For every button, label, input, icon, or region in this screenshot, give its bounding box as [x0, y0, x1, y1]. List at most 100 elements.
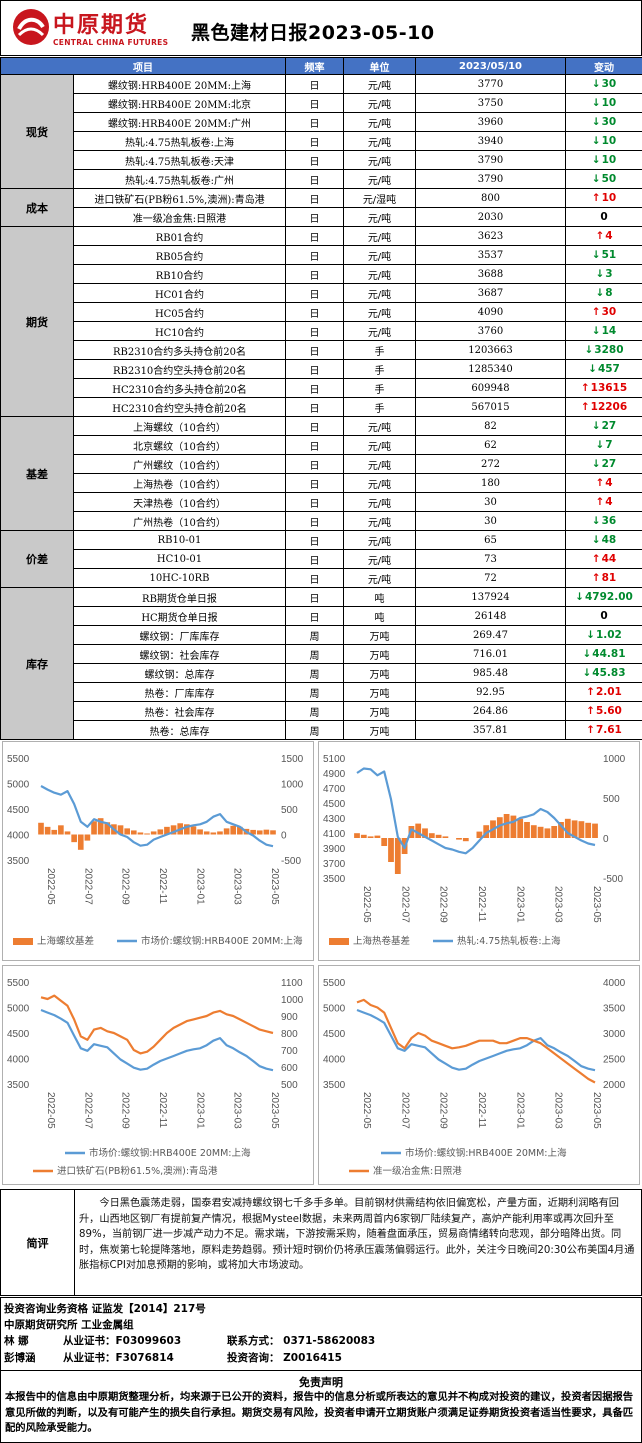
cell-unit: 吨 — [343, 587, 416, 607]
right-axis-tick-label: 0 — [603, 834, 609, 845]
arrow-down-icon: ↓ — [591, 78, 601, 90]
cell-freq: 周 — [285, 663, 344, 683]
basis-bar — [496, 817, 503, 838]
change-value: 5.60 — [595, 705, 622, 717]
change-value: 1.02 — [595, 629, 622, 641]
basis-bar — [190, 826, 197, 835]
category-cell: 成本 — [0, 188, 74, 227]
cell-freq: 日 — [285, 378, 344, 398]
cell-change: ↓14 — [565, 321, 642, 341]
commentary-text: 今日黑色震荡走弱，国泰君安减持螺纹钢七千多手多单。目前钢材供需结构依旧偏宽松，产… — [79, 1198, 635, 1271]
report-header: 中原期货 CENTRAL CHINA FUTURES 黑色建材日报2023-05… — [0, 0, 642, 56]
basis-bar — [38, 822, 44, 835]
arrow-down-icon: ↓ — [591, 515, 601, 527]
cell-value: 567015 — [415, 397, 566, 417]
arrow-up-icon: ↑ — [591, 192, 601, 204]
cell-change: ↓45.83 — [565, 663, 642, 683]
cell-freq: 周 — [285, 625, 344, 645]
cell-value: 82 — [415, 416, 566, 436]
cell-name: HC2310合约空头持仓前20名 — [73, 397, 286, 417]
col-header-frequency: 频率 — [285, 57, 344, 75]
basis-bar — [354, 833, 360, 838]
basis-bar — [585, 822, 592, 838]
table-row: 现货 螺纹钢:HRB400E 20MM:上海日元/吨 3770 ↓30 — [0, 74, 642, 189]
x-axis-tick-label: 2022-11 — [476, 886, 487, 922]
table-row: 热卷：社会库存周万吨 264.86 ↑5.60 — [1, 701, 642, 721]
change-value: 7 — [605, 439, 613, 451]
x-axis-tick-label: 2022-09 — [438, 1092, 449, 1129]
basis-bar — [164, 826, 170, 835]
arrow-up-icon: ↑ — [595, 230, 605, 242]
table-row: 北京螺纹（10合约）日元/吨 62 ↓7 — [1, 435, 642, 455]
basis-bar — [551, 826, 558, 838]
cell-value: 4090 — [415, 302, 566, 322]
cell-unit: 元/吨 — [343, 416, 416, 436]
basis-bar — [435, 834, 442, 838]
x-axis-tick-label: 2023-05 — [591, 886, 602, 923]
cell-change: ↓7 — [565, 435, 642, 455]
x-axis-tick-label: 2022-09 — [120, 1092, 131, 1129]
category-cell: 现货 — [0, 74, 74, 189]
left-axis-tick-label: 4700 — [323, 784, 346, 795]
cell-change: ↓27 — [565, 416, 642, 436]
arrow-down-icon: ↓ — [582, 667, 592, 679]
basis-bar — [428, 833, 435, 838]
arrow-up-icon: ↑ — [580, 382, 590, 394]
table-row: HC期货仓单日报日吨 26148 0 — [1, 606, 642, 626]
cell-freq: 日 — [285, 473, 344, 493]
cell-name: 螺纹钢：社会库存 — [73, 644, 286, 664]
right-axis-tick-label: 1000 — [281, 780, 304, 791]
change-value: 30 — [601, 78, 617, 90]
arrow-down-icon: ↓ — [591, 534, 601, 546]
legend-label: 进口铁矿石(PB粉61.5%,澳洲):青岛港 — [57, 1165, 218, 1177]
basis-bar — [483, 825, 490, 838]
right-axis-tick-label: 1000 — [603, 754, 626, 765]
arrow-up-icon: ↑ — [586, 705, 595, 717]
basis-bar — [537, 826, 544, 838]
left-axis-tick-label: 4000 — [7, 831, 30, 842]
table-header-row: 项目 频率 单位 2023/05/10 变动 — [0, 57, 642, 75]
analyst2-cert: 从业证书：F3076814 — [63, 1352, 174, 1364]
cell-freq: 日 — [285, 435, 344, 455]
cell-unit: 元/吨 — [343, 302, 416, 322]
cell-name: 广州螺纹（10合约） — [73, 454, 286, 474]
change-value: 10 — [601, 192, 617, 204]
cell-value: 3760 — [415, 321, 566, 341]
basis-bar — [144, 833, 150, 835]
table-row: 上海热卷（10合约）日元/吨 180 ↑4 — [1, 473, 642, 493]
change-value: 27 — [601, 458, 617, 470]
x-axis-tick-label: 2022-07 — [399, 886, 410, 923]
commentary-label: 简评 — [1, 1190, 75, 1295]
x-axis-tick-label: 2022-09 — [438, 886, 449, 923]
table-row: 广州热卷（10合约）日元/吨 30 ↓36 — [1, 511, 642, 531]
change-value: 30 — [601, 306, 617, 318]
cell-freq: 日 — [285, 226, 344, 246]
chart-rebar-vs-coke-svg: 5500 5000 4500 4000 3500 4000 3500 3000 2500 2000… — [323, 978, 626, 1177]
right-axis-tick-label: 600 — [281, 1063, 298, 1074]
x-axis-tick-label: 2022-07 — [82, 868, 93, 905]
basis-bar — [544, 828, 551, 838]
cell-change: ↑12206 — [565, 397, 642, 417]
cell-name: HC10-01 — [73, 549, 286, 569]
arrow-down-icon: ↓ — [591, 420, 601, 432]
chart-rebar-vs-coke: 5500 5000 4500 4000 3500 4000 3500 3000 2500 2000… — [318, 965, 640, 1185]
right-axis-tick-label: 3500 — [603, 1004, 626, 1015]
legend-label: 市场价:螺纹钢:HRB400E 20MM:上海 — [141, 935, 303, 947]
arrow-down-icon: ↓ — [586, 629, 595, 641]
table-row: RB05合约日元/吨 3537 ↓51 — [1, 245, 642, 265]
cell-value: 180 — [415, 473, 566, 493]
table-row: 基差 上海螺纹（10合约）日元/吨 82 ↓27 — [0, 416, 642, 531]
basis-bar — [367, 836, 374, 838]
right-axis-tick-label: 800 — [281, 1029, 298, 1040]
cell-name: 螺纹钢：厂库库存 — [73, 625, 286, 645]
cell-value: 3750 — [415, 93, 566, 113]
x-axis-tick-label: 2023-05 — [591, 1092, 602, 1129]
basis-bar — [388, 838, 394, 862]
chart-rebar-vs-ore-svg: 5500 5000 4500 4000 3500 1100 1000 900 800 700 600… — [7, 978, 304, 1177]
cell-freq: 日 — [285, 93, 344, 113]
basis-bar — [456, 838, 462, 840]
chart-rebar-basis: 5500 5000 4500 4000 3500 1500 1000 500 0 -500 2022… — [2, 741, 314, 961]
cell-freq: 日 — [285, 150, 344, 170]
category-cell: 期货 — [0, 226, 74, 417]
basis-bar — [130, 830, 137, 835]
